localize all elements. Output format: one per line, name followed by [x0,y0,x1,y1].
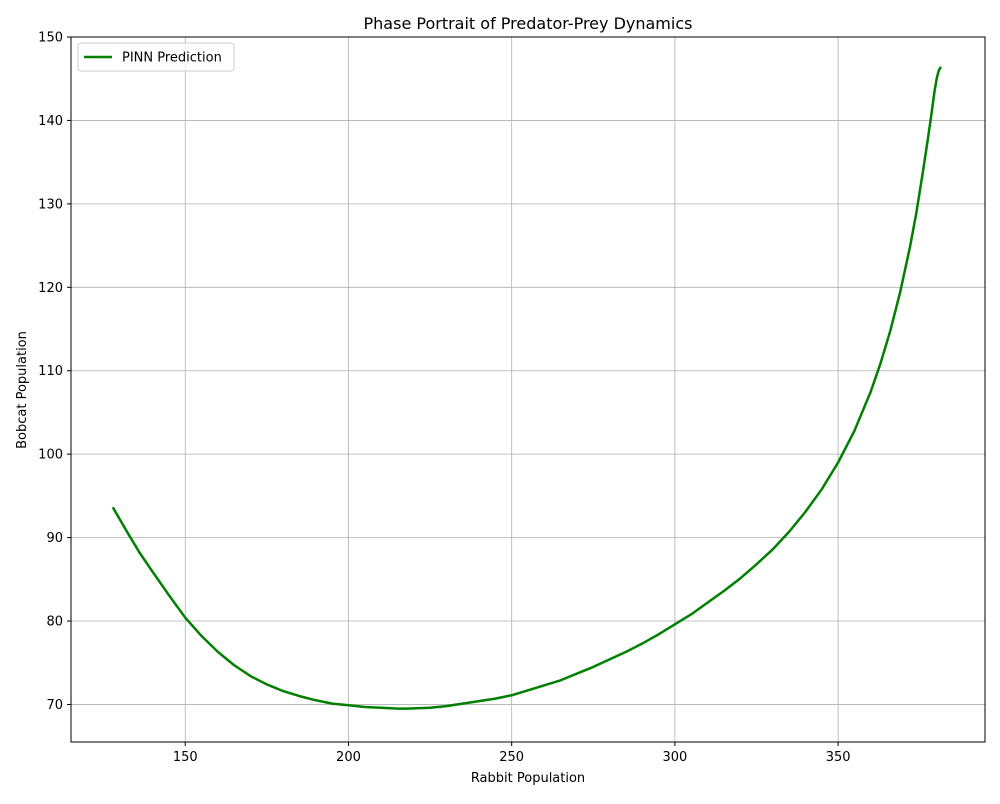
y-tick-label: 80 [46,615,63,630]
y-axis-label: Bobcat Population [15,331,30,449]
y-tick-label: 130 [38,197,63,212]
x-tick-label: 300 [662,750,687,765]
x-axis-label: Rabbit Population [471,771,585,786]
series-line-pinn-prediction [111,66,942,710]
y-tick-label: 100 [38,448,63,463]
x-tick-label: 350 [826,750,851,765]
x-tick-label: 250 [499,750,524,765]
y-tick-label: 90 [46,531,63,546]
y-tick-label: 120 [38,281,63,296]
legend-box [77,42,235,72]
y-tick-label: 140 [38,114,63,129]
legend: PINN Prediction [77,42,235,72]
chart-title: Phase Portrait of Predator-Prey Dynamics [364,14,693,33]
legend-label-pinn-prediction: PINN Prediction [122,51,222,66]
x-tick-label: 150 [173,750,198,765]
x-axis-ticks: 150 200 250 300 350 [173,742,851,765]
y-tick-label: 150 [38,31,63,46]
y-tick-label: 110 [38,364,63,379]
y-axis-ticks: 70 80 90 100 110 120 130 140 150 [38,31,71,713]
x-tick-label: 200 [336,750,361,765]
series-layer [111,66,942,710]
axes-frame [70,36,986,743]
y-tick-label: 70 [46,698,63,713]
